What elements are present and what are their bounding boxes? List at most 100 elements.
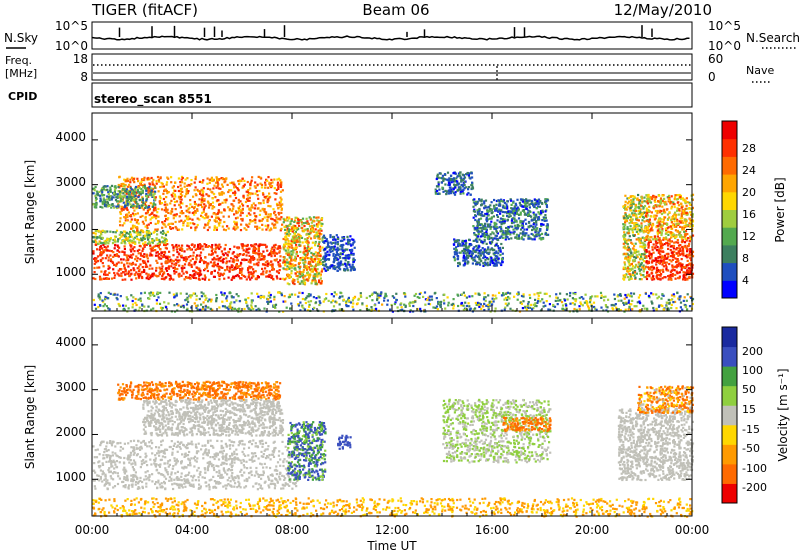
radar-title: TIGER (fitACF) xyxy=(91,1,198,19)
power-scatter-region-12 xyxy=(92,291,695,313)
cpid-panel-frame xyxy=(91,82,693,108)
velocity-cbar-block-8 xyxy=(722,327,737,348)
velocity-colorbar-frame xyxy=(721,326,738,504)
velocity-cbar-block-7 xyxy=(722,346,737,367)
velocity-cbar-block-0 xyxy=(722,483,737,504)
freq-right-label: Nave xyxy=(746,64,774,77)
power-cbar-tick-20: 20 xyxy=(742,186,756,199)
power-y-axis-label: Slant Range [km] xyxy=(23,160,37,264)
vel-cbar-tick-neg200: -200 xyxy=(742,481,767,494)
power-scatter-region-3 xyxy=(92,184,157,210)
noise-left-label: N.Sky xyxy=(4,31,38,45)
x-tick-label-1: 04:00 xyxy=(175,523,210,537)
vel-cbar-tick-neg50: -50 xyxy=(742,442,760,455)
velocity-cbar-block-1 xyxy=(722,463,737,484)
velocity-scatter-region-7 xyxy=(617,407,695,482)
power-cbar-tick-8: 8 xyxy=(742,252,749,265)
power-cbar-tick-16: 16 xyxy=(742,208,756,221)
x-tick-label-3: 12:00 xyxy=(375,523,410,537)
power-scatter-layer xyxy=(92,171,695,313)
power-scatter-region-2 xyxy=(117,175,284,232)
power-cbar-block-1 xyxy=(722,262,737,281)
noise-right-tick-high: 10^5 xyxy=(708,19,741,33)
freq-panel-frame xyxy=(91,53,693,81)
velocity-cbar-block-2 xyxy=(722,444,737,465)
vel-cbar-tick-neg15: -15 xyxy=(742,423,760,436)
power-scatter-region-8 xyxy=(452,238,504,268)
x-tick-label-0: 00:00 xyxy=(75,523,110,537)
velocity-colorbar-label: Velocity [m s⁻¹] xyxy=(776,368,790,461)
velocity-scatter-layer xyxy=(92,380,695,518)
x-axis-labels: 00:00 04:00 08:00 12:00 16:00 20:00 00:0… xyxy=(75,523,710,553)
power-cbar-block-3 xyxy=(722,227,737,246)
power-cbar-tick-24: 24 xyxy=(742,164,756,177)
freq-panel: Freq. [MHz] 18 8 60 0 Nave xyxy=(5,52,774,84)
velocity-scatter-region-6 xyxy=(502,416,552,433)
power-cbar-tick-12: 12 xyxy=(742,230,756,243)
noise-panel-frame xyxy=(91,21,693,50)
power-cbar-block-2 xyxy=(722,244,737,264)
power-cbar-tick-28: 28 xyxy=(742,142,756,155)
power-cbar-block-8 xyxy=(722,138,737,157)
power-scatter-region-5 xyxy=(322,234,356,272)
power-colorbar-frame xyxy=(721,120,738,299)
power-scatter-region-11 xyxy=(644,193,695,241)
power-cbar-block-4 xyxy=(722,209,737,228)
power-cbar-block-7 xyxy=(722,156,737,175)
power-cbar-block-5 xyxy=(722,191,737,210)
power-y-ticks xyxy=(92,139,692,275)
noise-left-tick-high: 10^5 xyxy=(55,19,88,33)
noise-right-label: N.Search xyxy=(746,31,800,45)
noise-panel: N.Sky 10^5 10^0 10^5 10^0 N.Search xyxy=(4,19,800,53)
freq-left-label-line1: Freq. xyxy=(5,54,32,67)
velocity-cbar-block-6 xyxy=(722,366,737,387)
velocity-scatter-region-9 xyxy=(92,497,694,518)
cpid-panel: CPID stereo_scan 8551 xyxy=(8,82,693,108)
velocity-y-tick-2000: 2000 xyxy=(55,425,86,439)
cpid-label: CPID xyxy=(8,90,37,103)
vel-cbar-tick-200: 200 xyxy=(742,345,763,358)
velocity-scatter-region-2 xyxy=(142,398,285,437)
time-x-ticks xyxy=(91,113,693,516)
power-y-tick-3000: 3000 xyxy=(55,175,86,189)
velocity-y-tick-3000: 3000 xyxy=(55,380,86,394)
power-panel: 1000 2000 3000 4000 Slant Range [km] xyxy=(23,112,695,313)
velocity-y-ticks xyxy=(92,344,692,480)
velocity-scatter-region-8 xyxy=(637,385,695,415)
power-y-tick-1000: 1000 xyxy=(55,265,86,279)
velocity-scatter-region-3 xyxy=(287,421,327,482)
velocity-cbar-block-4 xyxy=(722,405,737,426)
power-colorbar: 28 24 20 16 12 8 4 Power [dB] xyxy=(721,120,787,299)
power-cbar-block-6 xyxy=(722,174,737,193)
velocity-cbar-block-5 xyxy=(722,385,737,406)
x-axis-title: Time UT xyxy=(366,539,417,553)
noise-right-tick-low: 10^0 xyxy=(708,39,741,53)
x-tick-label-4: 16:00 xyxy=(475,523,510,537)
power-scatter-region-7 xyxy=(472,198,550,241)
power-scatter-region-1 xyxy=(92,229,169,245)
cpid-mode-text: stereo_scan 8551 xyxy=(94,92,212,107)
velocity-colorbar: 200 100 50 15 -15 -50 -100 -200 Velocity… xyxy=(721,326,790,504)
noise-left-tick-low: 10^0 xyxy=(55,39,88,53)
velocity-y-tick-4000: 4000 xyxy=(55,335,86,349)
noise-spikes xyxy=(118,25,653,37)
power-scatter-region-4 xyxy=(282,216,324,286)
x-tick-label-5: 20:00 xyxy=(575,523,610,537)
velocity-panel: 1000 2000 3000 4000 Slant Range [km] xyxy=(23,113,695,518)
noise-series-line xyxy=(91,35,690,41)
beam-title: Beam 06 xyxy=(362,1,429,19)
vel-cbar-tick-15: 15 xyxy=(742,403,756,416)
power-cbar-block-9 xyxy=(722,121,737,140)
power-scatter-region-6 xyxy=(434,171,475,196)
velocity-scatter-region-0 xyxy=(92,439,299,491)
freq-left-tick-low: 8 xyxy=(80,70,88,84)
x-tick-label-2: 08:00 xyxy=(275,523,310,537)
velocity-y-axis-label: Slant Range [km] xyxy=(23,365,37,469)
velocity-colorbar-blocks xyxy=(722,327,737,504)
power-colorbar-label: Power [dB] xyxy=(773,177,787,242)
x-tick-label-6: 00:00 xyxy=(675,523,710,537)
freq-right-tick-low: 0 xyxy=(708,70,716,84)
freq-right-tick-high: 60 xyxy=(708,52,723,66)
power-scatter-region-0 xyxy=(92,242,282,281)
